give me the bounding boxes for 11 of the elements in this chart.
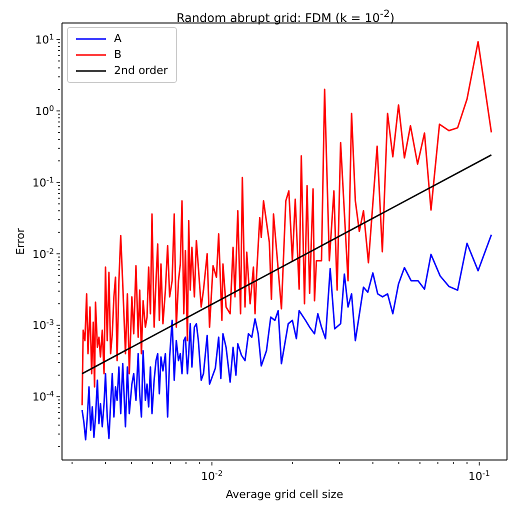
x-axis-title: Average grid cell size — [226, 488, 344, 501]
y-tick-label: 10$^{-3}$ — [32, 318, 54, 332]
legend-label: B — [114, 47, 122, 63]
y-tick-label: 10$^{-1}$ — [32, 174, 54, 190]
y-tick-label: 10$^{1}$ — [35, 32, 54, 46]
legend-label: 2nd order — [114, 63, 168, 79]
y-tick-label: 10$^{-2}$ — [32, 246, 54, 261]
legend-label: A — [114, 31, 122, 47]
y-axis-title: Error — [14, 228, 27, 255]
y-tick-label: 10$^{0}$ — [35, 103, 54, 118]
y-tick-label: 10$^{-4}$ — [32, 389, 54, 404]
